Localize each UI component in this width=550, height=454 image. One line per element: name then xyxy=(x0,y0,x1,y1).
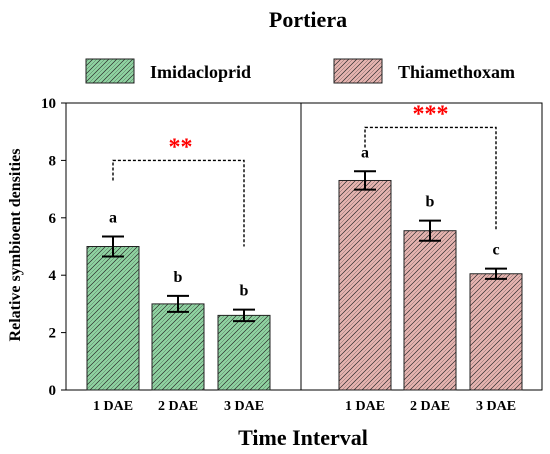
significance-bracket xyxy=(112,159,245,247)
series-thiamethoxam: a 1 DAE b 2 DAE c 3 DAE *** xyxy=(338,101,523,414)
significance-letter: a xyxy=(361,144,369,161)
x-tick-label: 2 DAE xyxy=(158,399,198,414)
y-tick-label: 10 xyxy=(41,96,56,112)
bar xyxy=(338,179,392,391)
x-tick-label: 3 DAE xyxy=(476,399,516,414)
x-tick-label: 1 DAE xyxy=(93,399,133,414)
significance-letter: b xyxy=(426,194,435,211)
series-imidacloprid: a 1 DAE b 2 DAE b 3 DAE ** xyxy=(86,134,271,414)
significance-bracket xyxy=(364,126,497,231)
legend-swatch-imidacloprid xyxy=(85,58,135,84)
significance-letter: c xyxy=(492,242,499,259)
bar xyxy=(403,230,457,391)
chart-marks: a 1 DAE b 2 DAE b 3 DAE ** a 1 DAE b 2 DAE c 3 DAE **… xyxy=(86,101,523,414)
chart-title: Portiera xyxy=(269,7,347,32)
plot-frame xyxy=(65,102,543,391)
significance-letter: b xyxy=(174,269,183,286)
significance-letter: b xyxy=(240,283,249,300)
legend: Imidacloprid Thiamethoxam xyxy=(85,58,515,84)
y-ticks: 0 2 4 6 8 10 xyxy=(41,96,66,399)
significance-stars: ** xyxy=(169,134,193,160)
significance-letter: a xyxy=(109,209,117,226)
x-axis-label: Time Interval xyxy=(238,425,368,450)
bar xyxy=(217,314,271,391)
y-tick-label: 2 xyxy=(49,326,57,342)
y-tick-label: 4 xyxy=(49,268,57,284)
y-tick-label: 6 xyxy=(49,211,57,227)
legend-label-thiamethoxam: Thiamethoxam xyxy=(398,62,515,82)
legend-swatch-thiamethoxam xyxy=(333,58,383,84)
legend-label-imidacloprid: Imidacloprid xyxy=(150,62,251,82)
bar xyxy=(86,246,140,391)
y-tick-label: 8 xyxy=(49,153,57,169)
y-tick-label: 0 xyxy=(49,383,57,399)
significance-stars: *** xyxy=(413,101,449,127)
x-tick-label: 1 DAE xyxy=(345,399,385,414)
bar xyxy=(469,273,523,391)
x-tick-label: 2 DAE xyxy=(410,399,450,414)
bar xyxy=(151,303,205,391)
x-tick-label: 3 DAE xyxy=(224,399,264,414)
y-axis-label: Relative symbioent densities xyxy=(7,149,24,342)
